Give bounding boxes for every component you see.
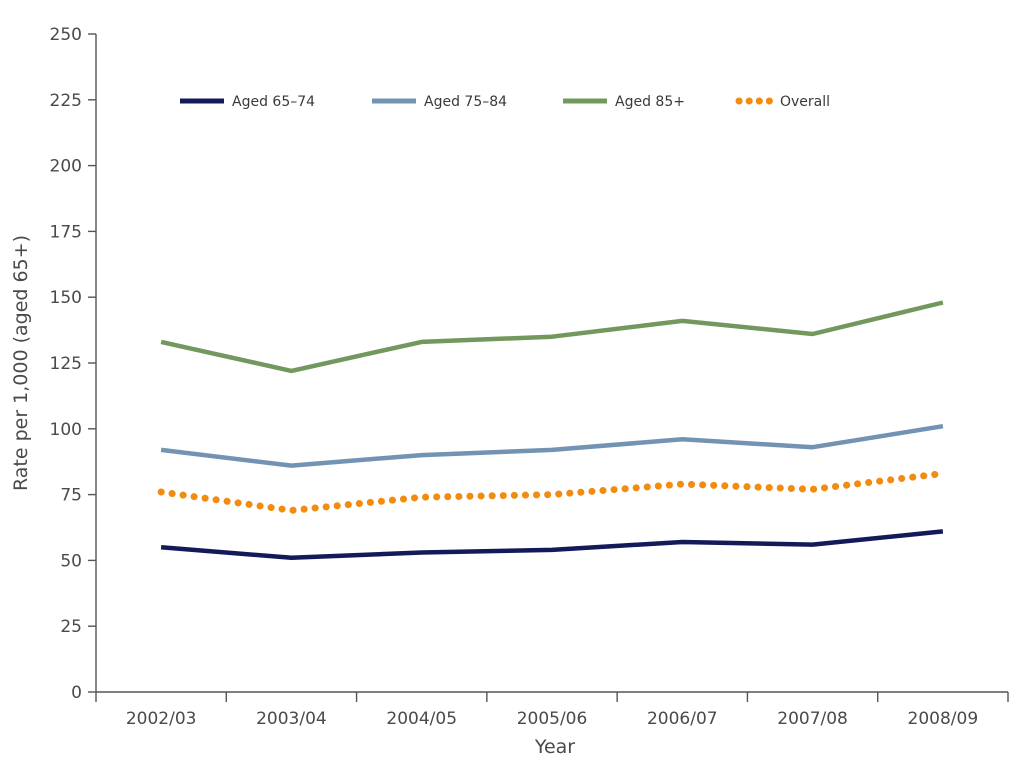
x-tick-label: 2003/04 (256, 709, 327, 729)
y-tick-label: 125 (50, 354, 82, 374)
y-tick-label: 100 (50, 420, 82, 440)
y-tick-label: 175 (50, 222, 82, 242)
x-tick-label: 2002/03 (126, 709, 197, 729)
y-tick-label: 250 (50, 25, 82, 45)
x-tick-label: 2005/06 (517, 709, 588, 729)
series-line-2 (160, 423, 944, 468)
x-tick-label: 2004/05 (386, 709, 457, 729)
y-tick-label: 200 (50, 157, 82, 177)
x-axis-ticks: 2002/03 2003/04 2004/05 2005/06 2006/07 2007/… (95, 692, 1009, 729)
legend: Aged 65–74 Aged 75–84 Aged 85+ Overall (180, 94, 830, 110)
x-tick-label: 2007/08 (777, 709, 848, 729)
y-axis-ticks: 0 25 50 75 100 125 150 175 200 225 250 (50, 25, 96, 703)
legend-label-1: Aged 65–74 (232, 94, 315, 110)
series-lines (157, 300, 947, 561)
y-tick-label: 50 (60, 551, 82, 571)
y-tick-label: 25 (60, 617, 82, 637)
series-line-1 (160, 529, 944, 561)
y-tick-label: 225 (50, 91, 82, 111)
legend-label-4: Overall (780, 94, 830, 110)
legend-label-3: Aged 85+ (615, 94, 685, 110)
series-line-4 (157, 470, 947, 514)
y-tick-label: 75 (60, 486, 82, 506)
y-tick-label: 0 (71, 683, 82, 703)
x-axis-title: Year (534, 736, 575, 758)
y-axis-title: Rate per 1,000 (aged 65+) (10, 235, 32, 491)
series-line-3 (160, 300, 944, 374)
legend-label-2: Aged 75–84 (424, 94, 507, 110)
axes (95, 34, 1008, 693)
y-tick-label: 150 (50, 288, 82, 308)
x-tick-label: 2008/09 (908, 709, 979, 729)
x-tick-label: 2006/07 (647, 709, 718, 729)
